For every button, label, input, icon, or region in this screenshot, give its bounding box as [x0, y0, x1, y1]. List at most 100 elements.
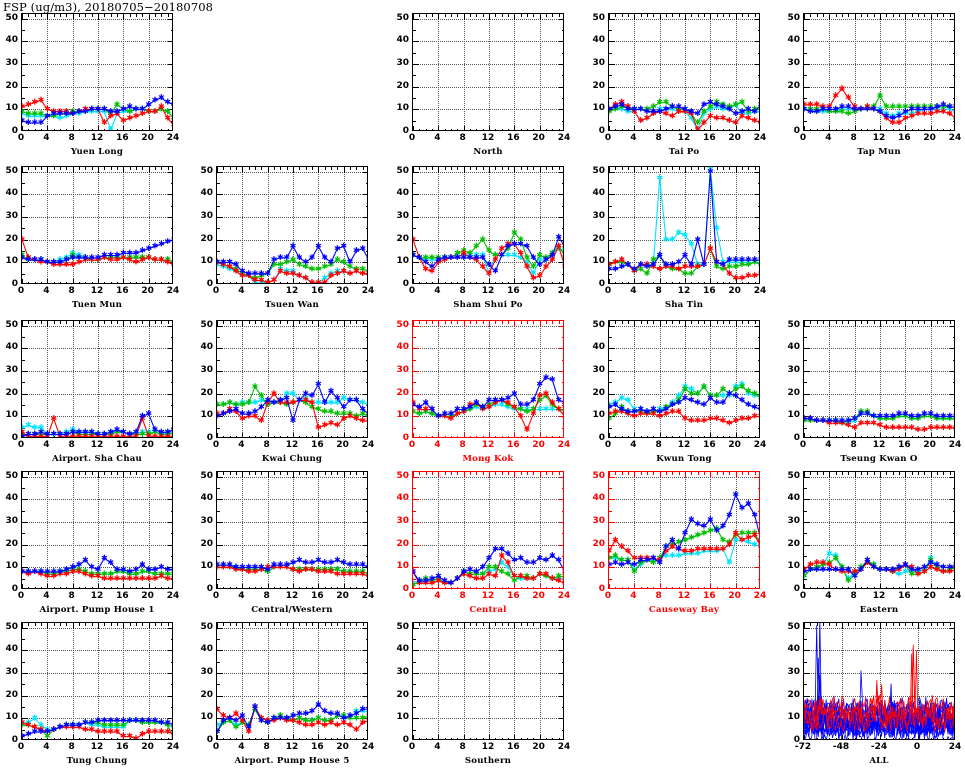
- axis-tick-y: [363, 348, 367, 350]
- panel-title: Southern: [464, 756, 512, 766]
- axis-tick-x: [520, 129, 522, 130]
- svg-text:✱: ✱: [934, 414, 941, 423]
- axis-tick-x: [104, 472, 106, 475]
- axis-tick-y: [413, 171, 419, 173]
- axis-tick-x: [413, 735, 414, 739]
- panel-mong-kok: ✱ ✱ ✱ ✱ ✱ ✱ ✱ ✱ ✱ ✱ ✱ ✱ ✱ ✱ ✱ ✱ ✱ ✱ ✱ ✱ ✱ ✱ ✱ ✱ ✱ ✱ ✱ ✱ ✱ ✱ ✱ ✱ ✱ ✱ ✱ ✱ ✱ ✱ ✱ ✱…: [396, 320, 570, 468]
- axis-tick-x: [79, 623, 80, 626]
- svg-text:✱: ✱: [473, 402, 480, 411]
- svg-text:✱: ✱: [896, 563, 903, 572]
- axis-tick-x: [848, 587, 850, 588]
- svg-text:✱: ✱: [95, 430, 102, 438]
- axis-tick-x: [514, 472, 516, 478]
- axis-tick-y: [755, 499, 759, 501]
- svg-text:✱: ✱: [31, 98, 38, 107]
- svg-text:✱: ✱: [38, 255, 45, 264]
- svg-text:✱: ✱: [940, 563, 947, 572]
- axis-tick-x: [723, 129, 724, 130]
- axis-tick-y: [950, 627, 954, 629]
- svg-text:✱: ✱: [517, 553, 524, 562]
- axis-tick-x: [899, 14, 900, 17]
- svg-text:✱: ✱: [340, 711, 347, 720]
- axis-tick-x: [274, 738, 275, 739]
- axis-tick-x: [729, 129, 731, 130]
- axis-tick-x: [710, 279, 712, 283]
- svg-text:✱: ✱: [536, 391, 543, 400]
- axis-tick-x: [911, 587, 913, 588]
- axis-tick-y: [363, 627, 367, 629]
- gridline-v: [735, 321, 737, 437]
- axis-tick-x: [489, 167, 490, 173]
- svg-text:✱: ✱: [101, 553, 108, 562]
- svg-text:✱: ✱: [88, 427, 95, 436]
- axis-tick-x: [91, 129, 93, 130]
- svg-text:✱: ✱: [57, 723, 64, 732]
- svg-text:✱: ✱: [258, 276, 265, 284]
- svg-text:✱: ✱: [139, 718, 146, 727]
- axis-tick-x: [748, 282, 750, 283]
- svg-text:✱: ✱: [429, 409, 436, 418]
- axis-tick-x: [34, 321, 36, 324]
- panel-airport-pump-house-5: ✱ ✱ ✱ ✱ ✱ ✱ ✱ ✱ ✱ ✱ ✱ ✱ ✱ ✱ ✱ ✱ ✱ ✱ ✱ ✱ ✱ ✱ ✱ ✱ ✱ ✱ ✱ ✱ ✱ ✱ ✱ ✱ ✱ ✱ ✱ ✱ ✱ ✱ ✱ ✱…: [200, 622, 374, 770]
- axis-tick-y: [609, 228, 612, 230]
- axis-tick-x: [438, 472, 440, 478]
- gridline-v: [489, 472, 490, 588]
- axis-tick-x: [810, 14, 812, 17]
- x-axis-label: 8: [263, 742, 270, 752]
- axis-tick-x: [242, 623, 244, 629]
- svg-text:✱: ✱: [675, 407, 682, 416]
- svg-text:✱: ✱: [517, 253, 524, 262]
- svg-text:✱: ✱: [321, 421, 328, 430]
- x-axis-label: 8: [68, 591, 75, 601]
- y-axis-label: 0: [206, 584, 213, 594]
- axis-tick-y: [217, 427, 220, 429]
- axis-tick-x: [47, 472, 49, 478]
- svg-text:✱: ✱: [826, 418, 833, 427]
- svg-text:✱: ✱: [88, 563, 95, 572]
- svg-text:✱: ✱: [927, 412, 934, 421]
- axis-tick-x: [835, 623, 837, 626]
- axis-tick-y: [559, 18, 563, 20]
- axis-tick-x: [704, 436, 705, 437]
- x-axis-label: 12: [285, 286, 299, 296]
- axis-tick-x: [155, 321, 156, 324]
- x-axis-label: 8: [655, 286, 662, 296]
- series-green: ✱✱✱✱✱✱✱✱✱✱✱✱✱✱✱✱✱✱✱✱✱✱✱✱✱: [609, 524, 759, 576]
- axis-tick-x: [835, 436, 837, 437]
- svg-text:✱: ✱: [751, 528, 758, 537]
- panel-central-western: ✱ ✱ ✱ ✱ ✱ ✱ ✱ ✱ ✱ ✱ ✱ ✱ ✱ ✱ ✱ ✱ ✱ ✱ ✱ ✱ ✱ ✱ ✱ ✱ ✱ ✱ ✱ ✱ ✱ ✱ ✱ ✱ ✱ ✱ ✱ ✱ ✱ ✱ ✱ ✱…: [200, 471, 374, 619]
- svg-text:✱: ✱: [139, 246, 146, 255]
- axis-tick-x: [229, 167, 231, 170]
- axis-tick-y: [758, 228, 759, 230]
- x-axis-label: 0: [212, 286, 220, 296]
- svg-text:✱: ✱: [688, 547, 695, 556]
- svg-text:✱: ✱: [120, 116, 127, 125]
- axis-tick-x: [413, 321, 414, 327]
- axis-tick-y: [22, 205, 25, 207]
- svg-text:✱: ✱: [171, 425, 173, 434]
- axis-tick-y: [755, 393, 759, 395]
- x-axis-label: 16: [703, 440, 716, 450]
- axis-tick-x: [476, 282, 478, 283]
- axis-tick-x: [628, 14, 629, 17]
- svg-text:✱: ✱: [927, 556, 934, 565]
- svg-text:✱: ✱: [441, 576, 448, 585]
- svg-text:✱: ✱: [707, 544, 714, 553]
- axis-tick-x: [911, 472, 913, 475]
- svg-text:✱: ✱: [720, 260, 727, 269]
- axis-tick-y: [217, 706, 220, 708]
- axis-tick-x: [880, 321, 881, 327]
- svg-text:✱: ✱: [745, 528, 752, 537]
- axis-tick-y: [168, 325, 172, 327]
- svg-text:✱: ✱: [486, 567, 493, 576]
- gridline-v: [463, 623, 465, 739]
- svg-text:✱: ✱: [555, 405, 562, 414]
- svg-text:✱: ✱: [915, 567, 922, 576]
- axis-tick-x: [60, 282, 61, 283]
- axis-tick-x: [495, 167, 497, 170]
- axis-tick-x: [299, 738, 301, 739]
- axis-tick-x: [697, 282, 699, 283]
- svg-text:✱: ✱: [258, 416, 265, 425]
- svg-text:✱: ✱: [245, 727, 252, 736]
- axis-tick-x: [609, 584, 610, 588]
